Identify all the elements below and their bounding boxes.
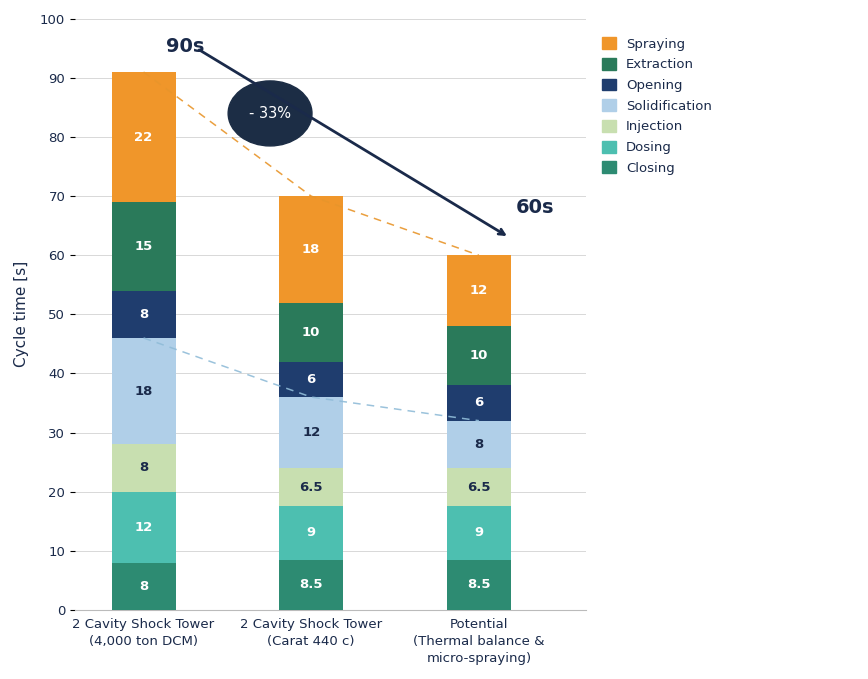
Text: 6.5: 6.5: [467, 481, 490, 494]
Text: 12: 12: [135, 521, 153, 534]
Text: 15: 15: [135, 240, 153, 253]
Bar: [112, 291, 175, 338]
Text: 12: 12: [470, 285, 488, 297]
Text: 8: 8: [139, 462, 148, 475]
Bar: [112, 444, 175, 492]
Legend: Spraying, Extraction, Opening, Solidification, Injection, Dosing, Closing: Spraying, Extraction, Opening, Solidific…: [602, 37, 712, 175]
Bar: [112, 72, 175, 202]
Text: 18: 18: [302, 243, 320, 256]
Text: 8: 8: [474, 438, 483, 451]
Text: 6: 6: [306, 373, 316, 386]
Text: 9: 9: [306, 526, 316, 539]
Bar: [447, 385, 511, 421]
Bar: [447, 468, 511, 507]
Text: 90s: 90s: [167, 37, 205, 56]
Text: 8.5: 8.5: [299, 578, 323, 591]
Text: 60s: 60s: [516, 198, 554, 217]
Text: 8.5: 8.5: [467, 578, 490, 591]
Text: 8: 8: [139, 580, 148, 593]
Bar: [112, 492, 175, 562]
Bar: [112, 202, 175, 291]
Text: 18: 18: [135, 384, 153, 398]
Bar: [112, 338, 175, 444]
Text: 9: 9: [474, 526, 483, 539]
Bar: [279, 362, 343, 397]
Ellipse shape: [228, 81, 312, 146]
Text: 6.5: 6.5: [299, 481, 323, 494]
Text: 12: 12: [302, 426, 320, 439]
Bar: [279, 397, 343, 468]
Bar: [279, 303, 343, 362]
Bar: [279, 559, 343, 610]
Text: 10: 10: [302, 325, 320, 339]
Bar: [279, 468, 343, 507]
Text: - 33%: - 33%: [249, 106, 291, 121]
Text: 10: 10: [470, 349, 488, 362]
Y-axis label: Cycle time [s]: Cycle time [s]: [14, 261, 29, 367]
Bar: [279, 507, 343, 559]
Bar: [447, 421, 511, 468]
Bar: [447, 255, 511, 326]
Text: 8: 8: [139, 308, 148, 321]
Bar: [447, 507, 511, 559]
Bar: [112, 562, 175, 610]
Bar: [279, 196, 343, 303]
Text: 22: 22: [135, 130, 153, 143]
Text: 6: 6: [474, 397, 483, 409]
Bar: [447, 559, 511, 610]
Bar: [447, 326, 511, 385]
